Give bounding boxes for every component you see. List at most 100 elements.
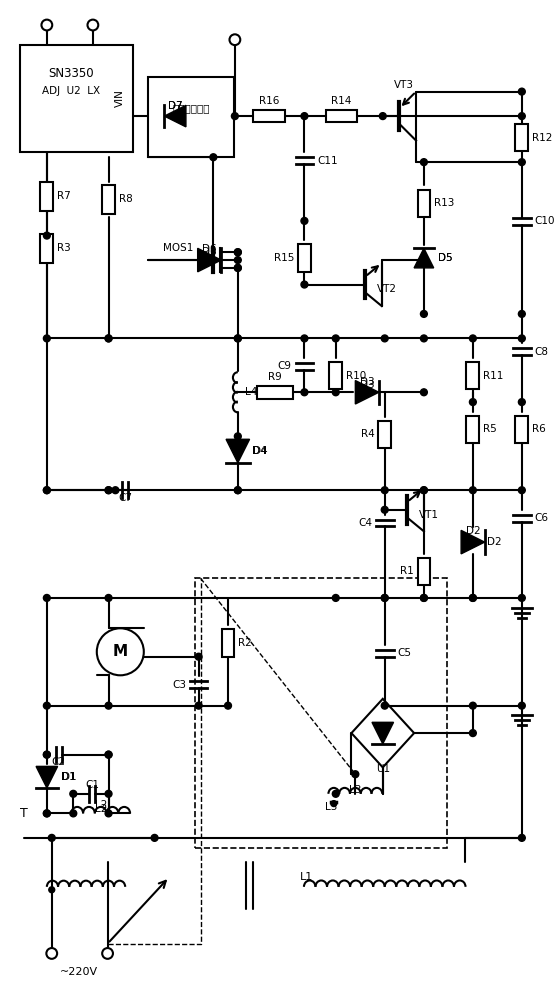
Circle shape: [421, 487, 427, 494]
Text: R7: R7: [57, 191, 71, 201]
Bar: [40, 234, 53, 263]
Circle shape: [44, 335, 50, 342]
Circle shape: [105, 751, 112, 758]
Text: C9: C9: [278, 361, 292, 371]
Text: D2: D2: [487, 537, 501, 547]
Bar: [222, 629, 235, 657]
Polygon shape: [226, 439, 250, 463]
Circle shape: [421, 595, 427, 601]
Circle shape: [235, 264, 241, 271]
Text: C4: C4: [358, 518, 372, 528]
Circle shape: [41, 20, 52, 30]
Circle shape: [102, 948, 113, 959]
Circle shape: [235, 487, 241, 494]
Circle shape: [381, 487, 388, 494]
Text: R1: R1: [400, 566, 414, 576]
Circle shape: [70, 790, 77, 797]
Text: R9: R9: [268, 372, 282, 382]
Bar: [466, 416, 479, 443]
Text: D4: D4: [251, 446, 266, 456]
Text: MOS1: MOS1: [164, 243, 194, 253]
Text: T: T: [21, 807, 28, 820]
Circle shape: [225, 702, 231, 709]
Circle shape: [301, 281, 308, 288]
Circle shape: [469, 595, 477, 601]
Circle shape: [235, 264, 241, 271]
Circle shape: [519, 399, 525, 405]
Circle shape: [332, 389, 339, 396]
Circle shape: [231, 113, 239, 120]
Text: L4: L4: [245, 387, 257, 397]
Bar: [466, 362, 479, 389]
Text: D5: D5: [437, 253, 452, 263]
Circle shape: [105, 595, 112, 601]
Text: D7: D7: [168, 101, 183, 111]
Circle shape: [46, 948, 57, 959]
Circle shape: [519, 335, 525, 342]
Circle shape: [301, 113, 308, 120]
Circle shape: [151, 834, 158, 841]
Circle shape: [519, 487, 525, 494]
Bar: [195, 578, 447, 848]
Circle shape: [235, 433, 241, 440]
Circle shape: [379, 113, 386, 120]
Circle shape: [301, 389, 308, 396]
Text: R2: R2: [239, 638, 252, 648]
Circle shape: [44, 751, 50, 758]
Text: VIN: VIN: [115, 90, 125, 107]
Circle shape: [112, 487, 119, 494]
Circle shape: [331, 801, 337, 807]
Circle shape: [105, 810, 112, 817]
Circle shape: [105, 335, 112, 342]
Bar: [258, 386, 293, 399]
Polygon shape: [461, 530, 484, 554]
Circle shape: [469, 702, 477, 709]
Text: D1: D1: [62, 772, 76, 782]
Text: VT1: VT1: [419, 510, 439, 520]
Circle shape: [105, 487, 112, 494]
Circle shape: [195, 702, 202, 709]
Text: R5: R5: [483, 424, 497, 434]
Text: D6: D6: [202, 247, 217, 257]
Circle shape: [519, 159, 525, 166]
Text: VT2: VT2: [377, 284, 396, 294]
Text: C6: C6: [535, 513, 549, 523]
Text: L3: L3: [349, 785, 362, 795]
Circle shape: [421, 257, 427, 263]
Text: SN3350: SN3350: [49, 67, 94, 80]
Text: R12: R12: [532, 133, 553, 143]
Circle shape: [421, 487, 427, 494]
Circle shape: [421, 310, 427, 317]
Circle shape: [469, 399, 477, 405]
Circle shape: [519, 595, 525, 601]
Bar: [418, 558, 430, 585]
Circle shape: [230, 34, 240, 45]
Polygon shape: [36, 766, 58, 788]
Circle shape: [235, 249, 241, 256]
Circle shape: [97, 628, 144, 675]
Polygon shape: [414, 248, 433, 268]
Text: C5: C5: [398, 648, 412, 658]
Text: R14: R14: [332, 96, 352, 106]
Circle shape: [87, 20, 98, 30]
Circle shape: [301, 217, 308, 224]
Circle shape: [44, 810, 50, 817]
Circle shape: [235, 257, 241, 263]
Circle shape: [519, 310, 525, 317]
Circle shape: [105, 335, 112, 342]
Polygon shape: [198, 248, 221, 272]
Text: VT3: VT3: [394, 80, 414, 90]
Circle shape: [332, 595, 339, 601]
Bar: [40, 182, 53, 211]
Circle shape: [49, 887, 55, 893]
Bar: [329, 362, 342, 389]
Text: R8: R8: [119, 194, 133, 204]
Text: ~220V: ~220V: [60, 967, 98, 977]
Circle shape: [195, 653, 202, 660]
Text: M: M: [113, 644, 128, 659]
Text: R10: R10: [346, 371, 366, 381]
Circle shape: [70, 810, 77, 817]
Text: D3: D3: [360, 377, 375, 387]
Polygon shape: [372, 722, 394, 744]
Circle shape: [421, 335, 427, 342]
